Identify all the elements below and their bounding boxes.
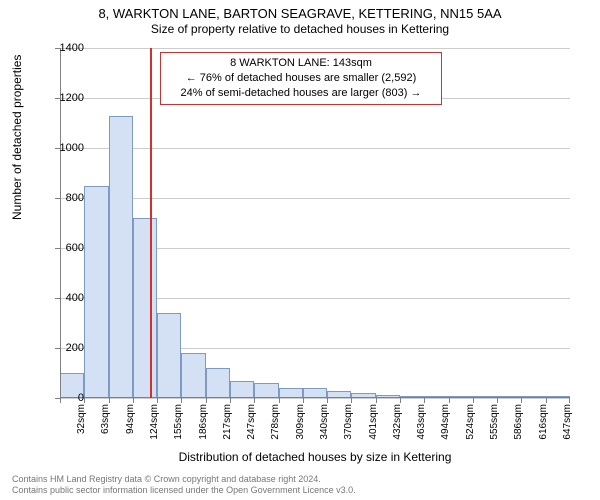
xtick-mark <box>206 398 207 403</box>
xtick-mark <box>230 398 231 403</box>
xtick-mark <box>84 398 85 403</box>
gridline <box>60 148 570 149</box>
histogram-bar <box>181 353 205 398</box>
xtick-mark <box>109 398 110 403</box>
histogram-bar <box>84 186 108 399</box>
x-axis-line <box>60 397 570 398</box>
footer-attribution: Contains HM Land Registry data © Crown c… <box>12 474 356 497</box>
property-callout: 8 WARKTON LANE: 143sqm← 76% of detached … <box>160 52 442 105</box>
histogram-bar <box>230 381 254 399</box>
chart-title-main: 8, WARKTON LANE, BARTON SEAGRAVE, KETTER… <box>0 0 600 21</box>
ytick-label: 600 <box>44 242 84 254</box>
xtick-mark <box>254 398 255 403</box>
xtick-mark <box>449 398 450 403</box>
x-axis-label: Distribution of detached houses by size … <box>60 450 570 464</box>
footer-line-1: Contains HM Land Registry data © Crown c… <box>12 474 356 485</box>
histogram-bar <box>254 383 278 398</box>
xtick-mark <box>497 398 498 403</box>
xtick-mark <box>546 398 547 403</box>
footer-line-2: Contains public sector information licen… <box>12 485 356 496</box>
chart-container: 8, WARKTON LANE, BARTON SEAGRAVE, KETTER… <box>0 0 600 500</box>
callout-line: 24% of semi-detached houses are larger (… <box>167 86 435 101</box>
xtick-mark <box>376 398 377 403</box>
xtick-mark <box>303 398 304 403</box>
xtick-mark <box>569 398 570 403</box>
histogram-bar <box>109 116 133 399</box>
histogram-bar <box>133 218 157 398</box>
ytick-label: 1200 <box>44 92 84 104</box>
chart-title-sub: Size of property relative to detached ho… <box>0 21 600 36</box>
gridline <box>60 48 570 49</box>
ytick-label: 800 <box>44 192 84 204</box>
xtick-mark <box>473 398 474 403</box>
xtick-mark <box>424 398 425 403</box>
xtick-mark <box>521 398 522 403</box>
xtick-mark <box>327 398 328 403</box>
xtick-mark <box>181 398 182 403</box>
gridline <box>60 398 570 399</box>
plot-area: 32sqm63sqm94sqm124sqm155sqm186sqm217sqm2… <box>60 48 570 398</box>
callout-line: ← 76% of detached houses are smaller (2,… <box>167 71 435 86</box>
histogram-bar <box>157 313 181 398</box>
ytick-label: 0 <box>44 392 84 404</box>
ytick-label: 1400 <box>44 42 84 54</box>
y-axis-label: Number of detached properties <box>10 55 24 220</box>
xtick-mark <box>351 398 352 403</box>
callout-line: 8 WARKTON LANE: 143sqm <box>167 56 435 71</box>
property-marker-line <box>150 48 152 398</box>
xtick-mark <box>133 398 134 403</box>
ytick-label: 200 <box>44 342 84 354</box>
ytick-label: 1000 <box>44 142 84 154</box>
ytick-label: 400 <box>44 292 84 304</box>
xtick-mark <box>279 398 280 403</box>
xtick-mark <box>400 398 401 403</box>
gridline <box>60 198 570 199</box>
xtick-mark <box>157 398 158 403</box>
histogram-bar <box>206 368 230 398</box>
